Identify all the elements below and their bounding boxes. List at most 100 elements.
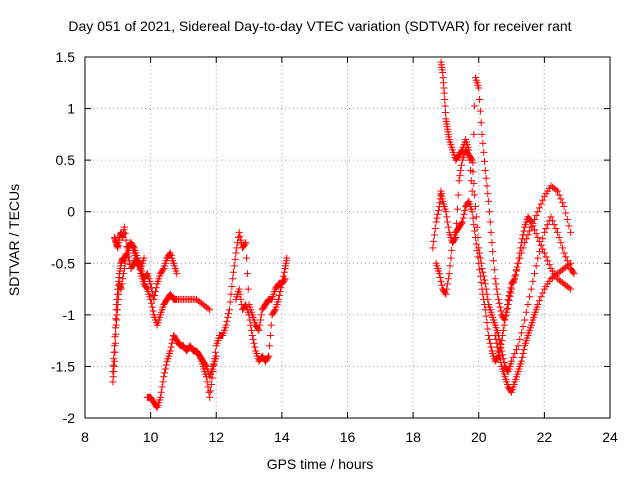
data-point <box>264 353 272 361</box>
data-point <box>157 388 165 396</box>
data-point <box>517 244 525 252</box>
data-point <box>248 326 256 334</box>
data-point <box>156 393 164 401</box>
data-point <box>249 335 257 343</box>
data-point <box>503 306 511 314</box>
data-point <box>519 231 527 239</box>
data-points <box>109 58 578 412</box>
data-point <box>479 290 487 298</box>
data-point <box>492 280 500 288</box>
data-point <box>558 199 566 207</box>
data-point <box>511 350 519 358</box>
data-point <box>444 223 452 231</box>
data-point <box>475 259 483 267</box>
data-point <box>203 378 211 386</box>
data-point <box>455 177 463 185</box>
data-point <box>150 295 158 303</box>
data-point <box>540 228 548 236</box>
data-point <box>256 321 264 329</box>
data-point <box>504 295 512 303</box>
data-point <box>535 237 543 245</box>
series-morning-track-b <box>111 223 181 303</box>
data-point <box>441 289 449 297</box>
data-point <box>493 339 501 347</box>
data-point <box>460 210 468 218</box>
data-point <box>505 292 513 300</box>
data-point <box>444 218 452 226</box>
data-point <box>542 253 550 261</box>
data-point <box>496 303 504 311</box>
data-point <box>534 208 542 216</box>
data-point <box>480 157 488 165</box>
data-point <box>430 231 438 239</box>
axis-ticks: 8 10 12 14 16 18 20 22 24 -2 -1.5 -1 -0.5 0 0.5 1 1.5 <box>51 49 618 445</box>
data-point <box>227 290 235 298</box>
data-point <box>235 285 243 293</box>
series-morning-track-a <box>109 239 214 376</box>
data-point <box>123 249 131 257</box>
data-point <box>516 249 524 257</box>
data-point <box>490 266 498 274</box>
data-point <box>459 214 467 222</box>
data-point <box>208 374 216 382</box>
data-point <box>207 387 215 395</box>
data-point <box>534 234 542 241</box>
data-point <box>210 361 218 369</box>
data-point <box>507 387 515 395</box>
y-tick-label: -1 <box>63 307 76 323</box>
data-point <box>510 276 518 284</box>
data-point <box>485 197 493 205</box>
y-tick-label: 0.5 <box>56 152 76 168</box>
data-point <box>120 223 128 231</box>
data-point <box>539 289 547 297</box>
data-point <box>206 306 214 314</box>
data-point <box>515 254 523 262</box>
data-point <box>225 310 233 318</box>
data-point <box>222 321 230 329</box>
data-point <box>519 350 527 358</box>
y-tick-label: -0.5 <box>51 255 75 271</box>
data-point <box>473 246 481 254</box>
data-point <box>223 317 231 325</box>
data-point <box>476 266 484 274</box>
data-point <box>237 295 245 303</box>
data-point <box>241 240 249 248</box>
data-point <box>503 366 511 374</box>
data-point <box>458 147 466 155</box>
data-point <box>534 254 542 262</box>
data-point <box>119 275 127 283</box>
data-point <box>250 339 258 347</box>
data-point <box>471 102 479 110</box>
data-point <box>266 342 274 350</box>
data-point <box>471 227 479 235</box>
data-point <box>226 298 234 306</box>
data-point <box>447 254 455 262</box>
data-point <box>243 270 251 278</box>
data-point <box>232 249 240 257</box>
data-point <box>499 331 507 339</box>
data-point <box>476 272 484 280</box>
data-point <box>535 204 543 212</box>
series-evening-track-d <box>491 259 575 396</box>
data-point <box>442 108 450 116</box>
data-point <box>246 316 254 324</box>
data-point <box>230 262 238 270</box>
data-point <box>275 292 283 300</box>
data-point <box>480 148 488 156</box>
data-point <box>151 292 159 300</box>
data-point <box>544 221 552 229</box>
data-point <box>531 270 539 278</box>
data-point <box>159 266 167 274</box>
data-point <box>267 321 275 329</box>
data-point <box>464 199 472 207</box>
data-point <box>472 213 480 221</box>
data-point <box>544 257 552 265</box>
data-point <box>241 302 249 310</box>
data-point <box>152 402 160 410</box>
data-point <box>496 355 504 363</box>
data-point <box>540 249 548 257</box>
data-point <box>532 212 540 220</box>
data-point <box>471 234 479 241</box>
data-point <box>444 275 452 283</box>
